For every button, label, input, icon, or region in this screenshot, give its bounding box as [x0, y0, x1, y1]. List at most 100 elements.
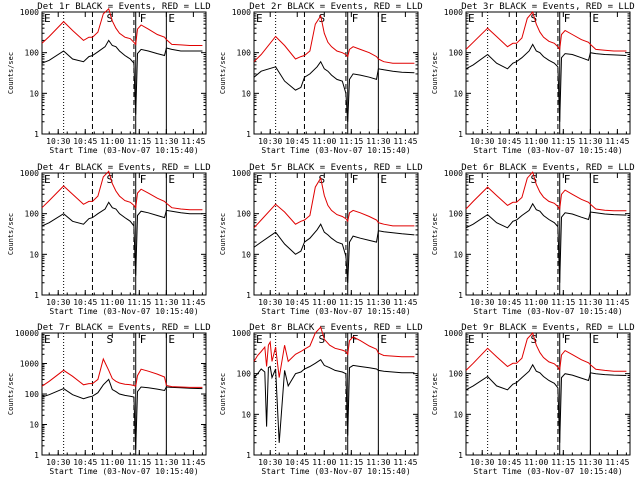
- y-tick-label: 10: [453, 89, 463, 98]
- y-tick-label: 1000: [444, 8, 463, 17]
- lld-series-line: [465, 171, 627, 212]
- flag-label-f: F: [564, 333, 571, 346]
- x-tick-label: 11:30: [154, 458, 178, 467]
- x-tick-label: 10:30: [258, 137, 282, 146]
- x-tick-label: 11:15: [551, 137, 575, 146]
- y-tick-label: 1000: [444, 329, 463, 338]
- y-tick-label: 10: [453, 410, 463, 419]
- x-tick-label: 10:30: [46, 137, 70, 146]
- x-tick-label: 11:45: [605, 458, 629, 467]
- flag-label-e: E: [592, 333, 599, 346]
- x-tick-label: 11:45: [393, 137, 417, 146]
- lld-series-line: [253, 176, 415, 229]
- y-tick-label: 100: [237, 210, 252, 219]
- x-tick-label: 11:30: [366, 458, 390, 467]
- x-axis-label: Start Time (03-Nov-07 10:15:40): [473, 467, 622, 476]
- x-tick-label: 11:30: [578, 298, 602, 307]
- x-tick-label: 11:30: [366, 298, 390, 307]
- y-axis-label: Counts/sec: [7, 213, 15, 255]
- x-tick-label: 11:30: [578, 137, 602, 146]
- x-axis-label: Start Time (03-Nov-07 10:15:40): [261, 146, 410, 155]
- plot-frame: [41, 332, 207, 456]
- chart-title: Det 6r BLACK = Events, RED = LLD: [461, 163, 634, 173]
- x-tick-label: 11:15: [339, 458, 363, 467]
- events-series-line: [465, 43, 627, 122]
- flag-label-e: E: [256, 173, 263, 186]
- flag-label-e: E: [44, 12, 51, 25]
- x-tick-label: 11:45: [181, 137, 205, 146]
- lld-series-line: [465, 332, 627, 372]
- y-tick-label: 100: [237, 49, 252, 58]
- chart-panel-7: Det 7r BLACK = Events, RED = LLD 1 10 100 10…: [7, 323, 211, 476]
- x-tick-label: 11:15: [339, 137, 363, 146]
- flag-label-e: E: [168, 173, 175, 186]
- y-tick-label: 10000: [15, 329, 39, 338]
- x-tick-label: 10:45: [285, 298, 309, 307]
- events-series-line: [465, 363, 627, 443]
- events-series-line: [41, 39, 203, 115]
- y-axis-label: Counts/sec: [219, 52, 227, 94]
- x-tick-label: 11:30: [154, 298, 178, 307]
- x-tick-label: 11:45: [181, 458, 205, 467]
- x-tick-label: 11:30: [366, 137, 390, 146]
- x-tick-label: 11:15: [127, 137, 151, 146]
- x-tick-label: 10:30: [258, 298, 282, 307]
- x-tick-label: 10:30: [46, 298, 70, 307]
- y-tick-label: 1000: [444, 169, 463, 178]
- flag-label-e: E: [380, 12, 387, 25]
- y-axis-label: Counts/sec: [7, 373, 15, 415]
- y-tick-label: 1: [246, 451, 251, 460]
- y-tick-label: 1: [458, 130, 463, 139]
- y-tick-label: 1: [246, 291, 251, 300]
- chart-panel-1: Det 1r BLACK = Events, RED = LLD 1 10 100 10…: [7, 2, 211, 155]
- y-tick-label: 1: [34, 291, 39, 300]
- x-tick-label: 11:00: [312, 137, 336, 146]
- y-tick-label: 100: [449, 210, 464, 219]
- chart-panel-5: Det 5r BLACK = Events, RED = LLD 1 10 100 10…: [219, 163, 423, 316]
- lld-series-line: [253, 14, 415, 64]
- y-tick-label: 100: [449, 49, 464, 58]
- y-tick-label: 10: [241, 250, 251, 259]
- lld-series-line: [41, 357, 203, 388]
- y-axis-label: Counts/sec: [219, 213, 227, 255]
- flag-label-s: S: [530, 12, 537, 25]
- events-series-line: [465, 202, 627, 283]
- flag-label-e: E: [468, 333, 475, 346]
- x-tick-label: 10:30: [470, 298, 494, 307]
- y-tick-label: 1000: [232, 8, 251, 17]
- plot-frame: [253, 332, 419, 456]
- flag-label-s: S: [318, 173, 325, 186]
- y-tick-label: 10: [29, 250, 39, 259]
- y-tick-label: 1000: [20, 360, 39, 369]
- chart-panel-3: Det 3r BLACK = Events, RED = LLD 1 10 100 10…: [431, 2, 635, 155]
- chart-title: Det 9r BLACK = Events, RED = LLD: [461, 323, 634, 333]
- x-tick-label: 10:45: [285, 458, 309, 467]
- flag-label-s: S: [530, 173, 537, 186]
- flag-label-f: F: [140, 333, 147, 346]
- x-tick-label: 10:30: [46, 458, 70, 467]
- flag-label-e: E: [168, 333, 175, 346]
- y-tick-label: 1: [34, 130, 39, 139]
- y-axis-label: Counts/sec: [431, 213, 439, 255]
- x-tick-label: 10:30: [470, 137, 494, 146]
- y-axis-label: Counts/sec: [7, 52, 15, 94]
- flag-label-s: S: [106, 12, 113, 25]
- x-axis-label: Start Time (03-Nov-07 10:15:40): [473, 146, 622, 155]
- x-tick-label: 10:30: [470, 458, 494, 467]
- flag-label-e: E: [44, 333, 51, 346]
- x-tick-label: 11:15: [339, 298, 363, 307]
- events-series-line: [253, 358, 415, 443]
- x-tick-label: 10:45: [497, 458, 521, 467]
- x-tick-label: 10:45: [285, 137, 309, 146]
- events-series-line: [41, 378, 203, 450]
- y-axis-label: Counts/sec: [431, 52, 439, 94]
- x-tick-label: 11:15: [127, 458, 151, 467]
- lld-series-line: [253, 326, 415, 378]
- chart-title: Det 5r BLACK = Events, RED = LLD: [249, 163, 422, 173]
- x-tick-label: 11:45: [181, 298, 205, 307]
- flag-label-s: S: [106, 173, 113, 186]
- chart-panel-2: Det 2r BLACK = Events, RED = LLD 1 10 100 10…: [219, 2, 423, 155]
- events-series-line: [41, 201, 203, 276]
- chart-title: Det 1r BLACK = Events, RED = LLD: [37, 2, 210, 12]
